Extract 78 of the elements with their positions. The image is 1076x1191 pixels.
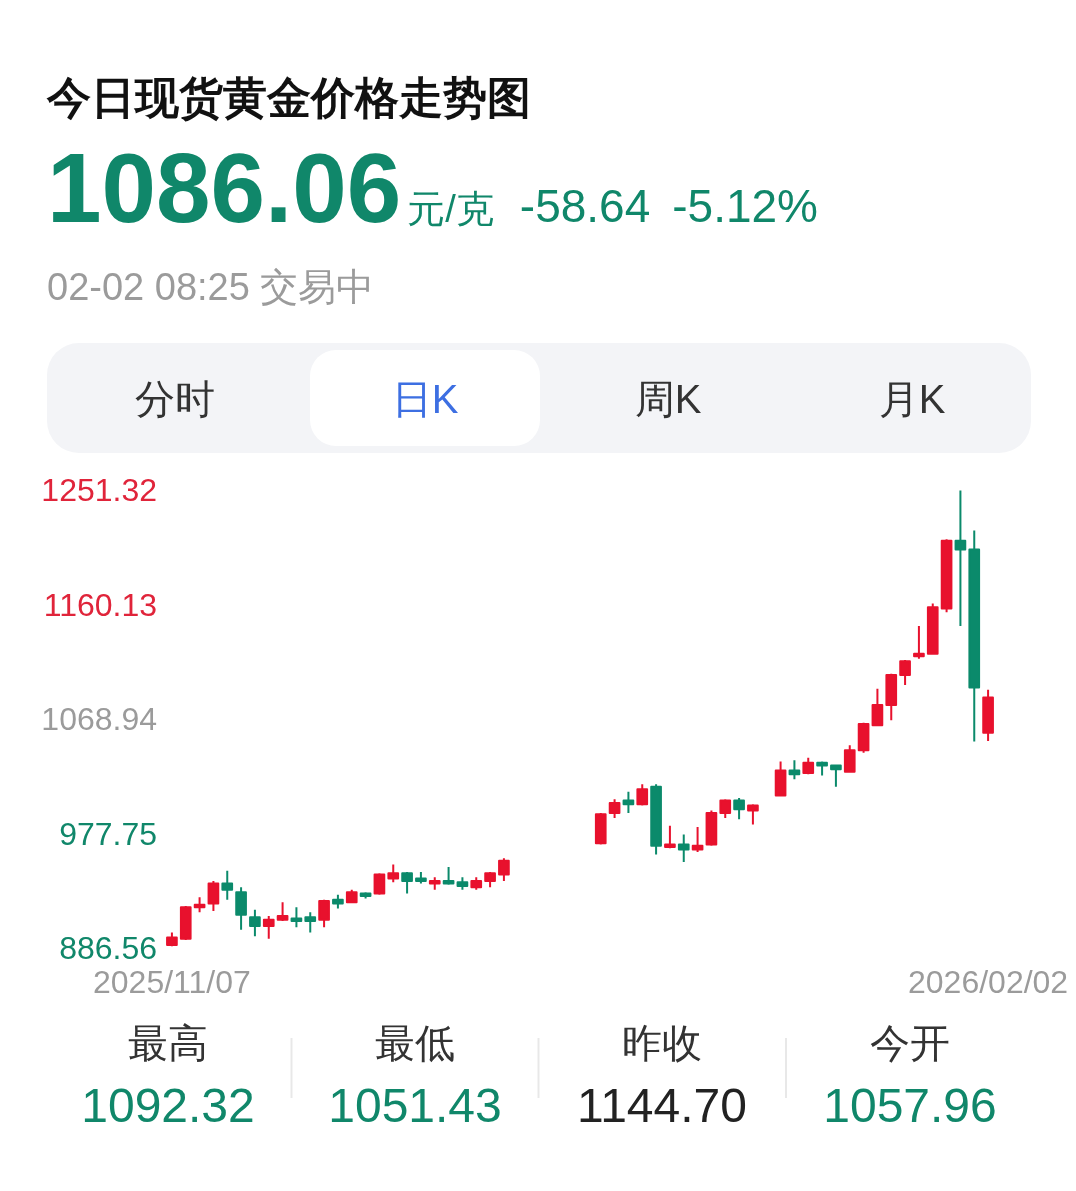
x-tick-label: 2025/11/07 [93, 964, 251, 1000]
text: 分时 [135, 377, 215, 421]
text: 1092.32 [81, 1079, 255, 1132]
candlestick [719, 798, 732, 820]
candlestick [290, 906, 303, 929]
text: -5.12% [672, 180, 818, 232]
candlestick [179, 905, 192, 941]
candlestick [926, 602, 939, 655]
text: 1057.96 [823, 1079, 997, 1132]
candlestick [705, 809, 718, 847]
candlestick [774, 760, 787, 797]
text: 月K [878, 377, 946, 421]
candlestick [428, 876, 441, 891]
candlestick [968, 529, 981, 743]
text: 今开 [870, 1021, 950, 1065]
candlestick [788, 759, 801, 781]
y-tick-label: 886.56 [59, 930, 157, 966]
candlestick [747, 803, 759, 826]
candlestick [650, 783, 662, 856]
candlestick [636, 783, 649, 807]
text: 最低 [375, 1021, 455, 1065]
chart-title: 今日现货黄金价格走势图 [46, 73, 531, 122]
candlestick [207, 879, 220, 913]
candlestick [304, 911, 317, 934]
text: 02-02 08:25 交易中 [47, 266, 375, 308]
candlestick [415, 871, 427, 885]
candlestick [857, 721, 870, 754]
text: 元/克 [407, 188, 494, 230]
candlestick [470, 876, 483, 891]
candlestick [940, 538, 953, 614]
text: 周K [634, 377, 702, 421]
candlestick [899, 658, 911, 687]
candlestick [677, 833, 690, 864]
candlestick [982, 688, 994, 742]
candlestick [594, 812, 607, 846]
candlestick [249, 908, 261, 938]
candlestick [221, 869, 234, 901]
candlestick [843, 744, 856, 773]
text: 1051.43 [328, 1079, 502, 1132]
candlestick [484, 871, 496, 889]
candlestick [691, 825, 704, 854]
candlestick [622, 790, 635, 815]
candlestick [166, 931, 178, 948]
candlestick [387, 863, 400, 884]
text: 昨收 [622, 1021, 702, 1065]
text: 最高 [128, 1021, 208, 1065]
candlestick [885, 672, 898, 722]
candlestick [816, 760, 828, 777]
candlestick [830, 764, 842, 788]
candlestick [373, 872, 386, 896]
candlestick [871, 687, 884, 727]
candlestick [608, 798, 621, 820]
text: -58.64 [519, 180, 651, 232]
candlestick [276, 901, 289, 923]
candlestick [332, 893, 344, 910]
candlestick [401, 871, 413, 895]
candlestick [442, 866, 455, 886]
candlestick [733, 797, 745, 821]
candlestick [954, 489, 967, 628]
y-tick-label: 977.75 [59, 815, 157, 852]
text: 1144.70 [577, 1079, 747, 1132]
y-tick-label: 1160.13 [43, 586, 157, 623]
candlestick [498, 857, 510, 882]
candlestick [345, 888, 358, 904]
y-tick-label: 1251.32 [41, 472, 157, 508]
y-tick-label: 1068.94 [41, 701, 157, 737]
candlestick [456, 876, 469, 891]
candlestick [235, 886, 247, 931]
text: 日K [391, 377, 459, 421]
candlestick [664, 824, 676, 850]
x-tick-label: 2026/02/02 [908, 964, 1069, 1000]
text: 1086.06 [47, 133, 402, 243]
candlestick [802, 756, 815, 776]
candlestick [193, 896, 206, 914]
candlestick [913, 625, 925, 660]
candlestick [359, 891, 372, 900]
candlestick [262, 915, 275, 940]
candlestick [318, 898, 330, 929]
